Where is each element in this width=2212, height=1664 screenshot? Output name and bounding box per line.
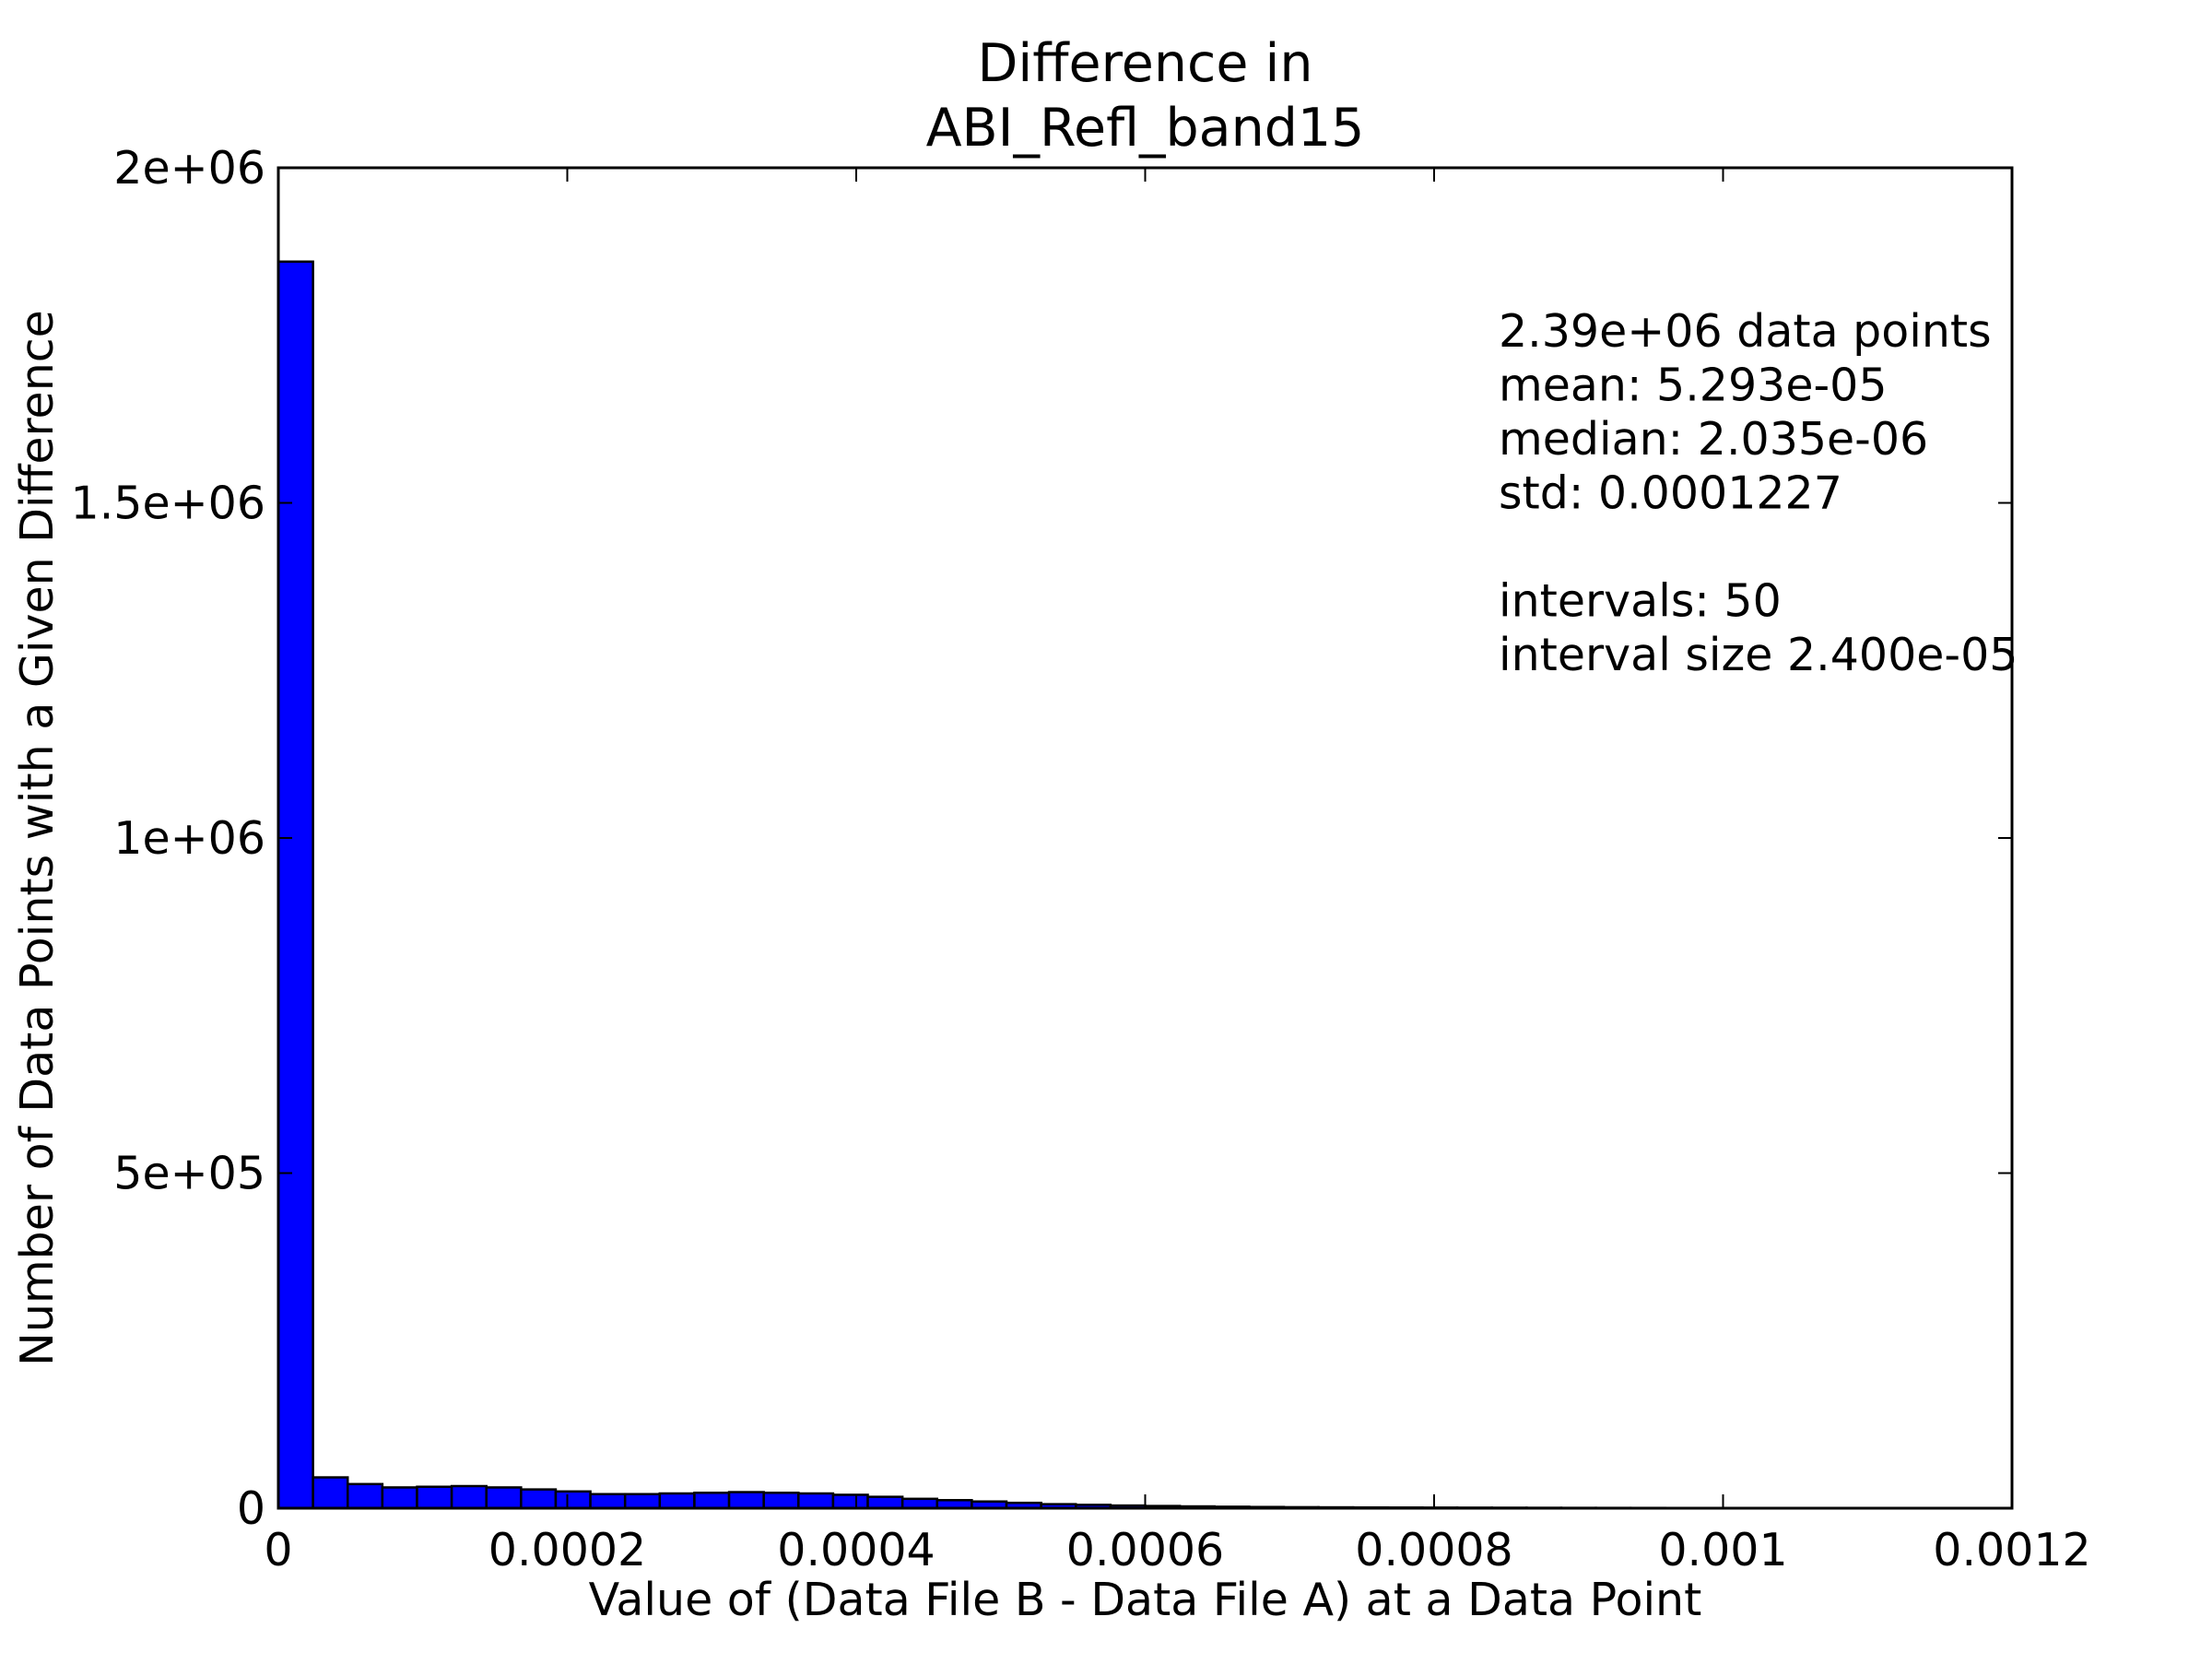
chart-title: Difference in ABI_Refl_band15	[926, 33, 1365, 159]
histogram-bar	[798, 1493, 833, 1508]
histogram-bar	[591, 1494, 626, 1508]
x-tick-label: 0.0006	[1066, 1524, 1224, 1576]
histogram-bar	[902, 1499, 937, 1508]
histogram-bar	[347, 1484, 382, 1508]
x-axis-label: Value of (Data File B - Data File A) at …	[589, 1574, 1702, 1626]
histogram-bar	[521, 1490, 556, 1508]
stats-line: median: 2.035e-06	[1499, 413, 1928, 466]
y-tick-label: 2e+06	[113, 142, 265, 195]
histogram-bar	[556, 1492, 591, 1508]
histogram-bar	[278, 262, 313, 1508]
stats-line: 2.39e+06 data points	[1499, 305, 1992, 358]
histogram-bar	[382, 1487, 418, 1508]
histogram-bar	[729, 1493, 764, 1508]
histogram-bar	[417, 1487, 452, 1508]
stats-line: intervals: 50	[1499, 575, 1782, 628]
histogram-bar	[868, 1497, 903, 1508]
y-tick-label: 0	[237, 1482, 265, 1535]
chart-title-line: Difference in	[978, 33, 1313, 94]
stats-line: std: 0.0001227	[1499, 467, 1842, 520]
y-axis-label: Number of Data Points with a Given Diffe…	[11, 310, 64, 1366]
histogram-bar	[694, 1493, 729, 1508]
histogram-bar	[313, 1478, 348, 1508]
x-tick-label: 0.0002	[488, 1524, 646, 1576]
y-tick-label: 5e+05	[113, 1148, 265, 1200]
x-tick-label: 0.0008	[1355, 1524, 1512, 1576]
histogram-bar	[452, 1486, 487, 1508]
histogram-bar	[487, 1487, 522, 1508]
x-tick-label: 0.0004	[777, 1524, 935, 1576]
histogram-bar	[660, 1493, 695, 1508]
histogram-bar	[764, 1493, 799, 1508]
histogram-bar	[625, 1494, 660, 1508]
y-tick-label: 1.5e+06	[71, 478, 265, 530]
chart-title-line: ABI_Refl_band15	[926, 98, 1365, 159]
y-tick-label: 1e+06	[113, 812, 265, 865]
histogram-bar	[833, 1494, 868, 1508]
stats-line: interval size 2.400e-05	[1499, 629, 2018, 681]
x-tick-label: 0.001	[1658, 1524, 1787, 1576]
x-tick-label: 0.0012	[1933, 1524, 2090, 1576]
stats-line: mean: 5.293e-05	[1499, 360, 1888, 412]
x-tick-label: 0	[264, 1524, 292, 1576]
